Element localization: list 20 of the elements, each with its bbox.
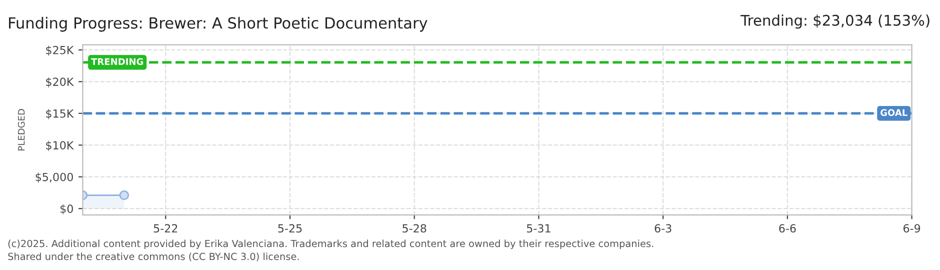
x-tick-label: 6-3: [654, 224, 672, 233]
x-tick-label: 5-31: [526, 224, 550, 233]
ref-line-label: TRENDING: [91, 58, 143, 65]
x-tick-label: 5-22: [154, 224, 178, 233]
text: Shared under the creative commons (CC BY-NC 3.0) license.: [8, 252, 299, 262]
y-tick-label: $25K: [46, 46, 74, 56]
x-tick-label: 5-25: [278, 224, 302, 233]
x-tick-label: 6-9: [904, 224, 920, 233]
y-tick-label: $5,000: [36, 172, 73, 183]
ref-line-label: GOAL: [880, 109, 908, 116]
chart-title: Funding Progress: Brewer: A Short Poetic Documentary: [9, 16, 428, 32]
y-tick-label: $0: [60, 204, 73, 214]
y-axis-title: PLEDGED: [18, 109, 25, 150]
x-tick-label: 5-28: [402, 224, 426, 233]
y-tick-label: $20K: [46, 77, 74, 88]
y-tick-label: $10K: [46, 140, 74, 151]
x-tick-label: 6-6: [779, 224, 796, 233]
chart-subtitle: Trending: $23,034 (153%): [740, 14, 930, 29]
y-tick-label: $15K: [46, 109, 74, 120]
text: (c)2025. Additional content provided by Erika Valenciana. Trademarks and related content are owned by their respective companies.: [8, 240, 654, 250]
